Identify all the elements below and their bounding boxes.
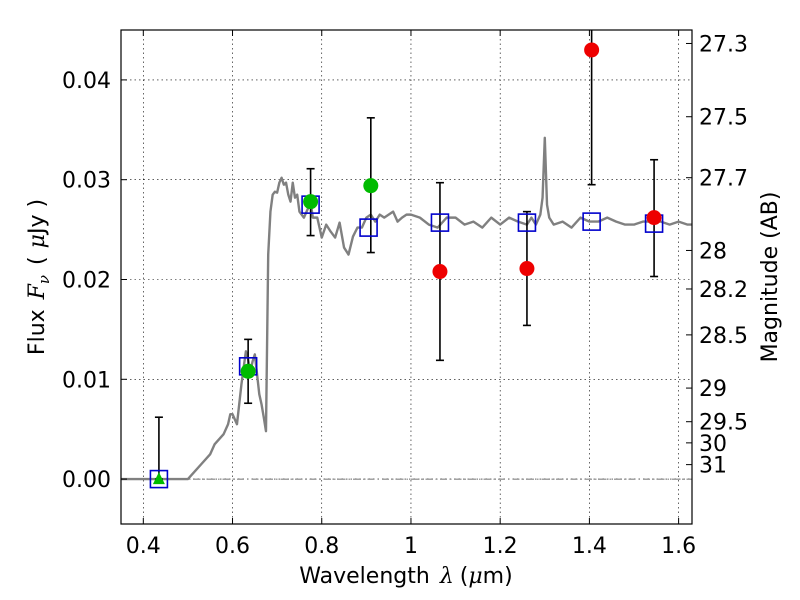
y-tick-label: 0.01 xyxy=(62,368,111,393)
y-axis-unit-rest: Jy ) xyxy=(25,199,50,236)
y2-tick-label: 30 xyxy=(699,432,727,457)
x-tick-label: 0.8 xyxy=(304,534,339,559)
y2-tick-label: 28.2 xyxy=(699,278,748,303)
observed-nir-point xyxy=(519,261,535,277)
plot-content xyxy=(121,30,692,489)
y-tick-label: 0.04 xyxy=(62,69,111,94)
y2-tick-label: 28 xyxy=(699,239,727,264)
y-axis-unit-open: ( xyxy=(25,256,50,265)
y-axis-unit-mu: μ xyxy=(25,234,50,248)
x-tick-label: 1.2 xyxy=(483,534,518,559)
observed-detection-point xyxy=(363,178,379,194)
observed-nir-point xyxy=(432,264,448,280)
model-photometry-square xyxy=(517,213,537,232)
x-tick-label: 1.6 xyxy=(661,534,696,559)
y-tick-label: 0.03 xyxy=(62,169,111,194)
x-axis-label: Wavelength xyxy=(299,564,430,589)
y-tick-label: 0.00 xyxy=(62,468,111,493)
y2-tick-label: 27.7 xyxy=(699,167,748,192)
observed-detection-point xyxy=(303,194,319,210)
y2-tick-label: 27.5 xyxy=(699,106,748,131)
model-photometry-square xyxy=(149,469,169,489)
y2-tick-label: 31 xyxy=(699,454,727,479)
observed-nir-point xyxy=(646,210,662,226)
x-tick-label: 1.4 xyxy=(572,534,607,559)
y2-tick-label: 29.5 xyxy=(699,411,748,436)
observed-b-band-triangle xyxy=(152,472,165,485)
y-axis-label: Flux xyxy=(25,309,50,355)
model-photometry-square xyxy=(582,212,601,231)
x-tick-label: 0.4 xyxy=(126,534,161,559)
grid-lines xyxy=(121,30,692,524)
x-axis-symbol: λ xyxy=(439,564,454,589)
plot-frame xyxy=(120,29,693,525)
y2-tick-label: 28.5 xyxy=(699,324,748,349)
observed-detection-point xyxy=(240,363,256,379)
axis-ticks: 0.4 0.6 0.8 1 1.2 1.4 1.6 0.00 0.01 0.02 0.03 0.04 2… xyxy=(62,30,748,559)
y2-tick-label: 27.3 xyxy=(699,32,748,57)
x-tick-label: 0.6 xyxy=(215,534,250,559)
plot-area xyxy=(121,30,692,524)
y-axis-subscript: ν xyxy=(35,275,53,284)
y-tick-label: 0.02 xyxy=(62,268,111,293)
observed-nir-point xyxy=(584,42,600,58)
model-photometry-square xyxy=(430,213,450,232)
x-axis-unit-open: ( xyxy=(460,564,469,589)
y2-tick-label: 29 xyxy=(699,377,727,402)
y-axis-symbol: F xyxy=(25,283,50,300)
x-axis-unit-rest: m) xyxy=(483,564,513,589)
model-photometry-square xyxy=(359,218,378,237)
y-axis-title: Flux Fν ( μJy ) xyxy=(25,199,53,355)
x-tick-label: 1 xyxy=(404,534,418,559)
y2-axis-title: Magnitude (AB) xyxy=(758,192,783,363)
x-axis-title: Wavelength λ (μm) xyxy=(299,564,512,589)
x-axis-unit-mu: μ xyxy=(468,564,482,589)
